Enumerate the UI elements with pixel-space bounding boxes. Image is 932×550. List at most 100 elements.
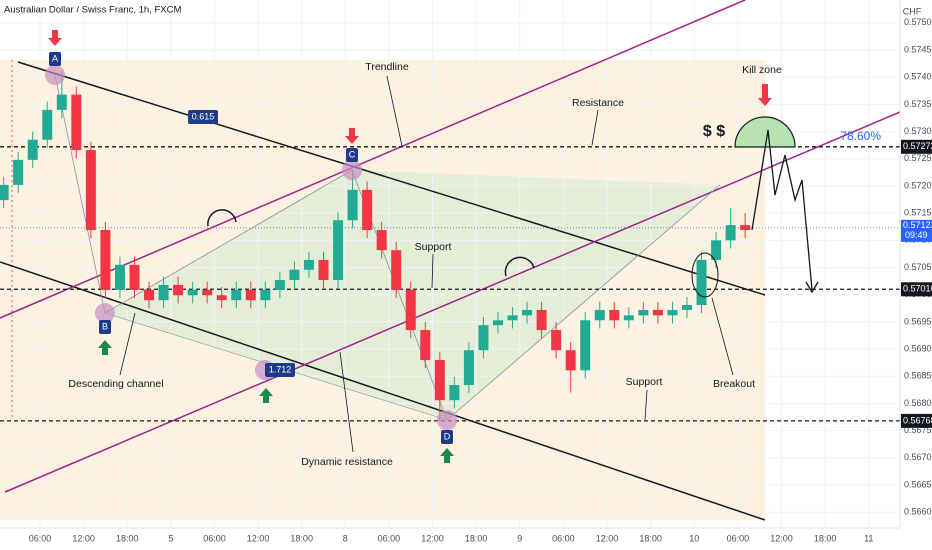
candle [565,342,576,393]
candle [391,241,402,298]
candle [129,256,140,298]
candle [551,321,562,359]
candle-body [85,150,96,231]
candle [623,307,634,329]
candle-body [27,139,38,160]
candle-body [245,289,256,301]
x-tick-label: 11 [864,533,873,543]
channel-top [17,61,766,296]
point-box [346,148,358,162]
point-box [441,430,453,444]
up-arrow [440,448,454,463]
candle [405,281,416,339]
candle [260,281,271,309]
pivot [342,160,362,180]
pointer [386,75,403,147]
candle [362,181,373,239]
pivot [437,410,457,430]
candle-body [318,259,329,281]
x-tick-label: 06:00 [552,533,575,543]
candle [42,101,53,148]
candle-body [260,289,271,301]
candle [580,312,591,379]
candle [594,301,605,329]
candle [681,296,692,319]
candle [638,301,649,324]
candle [114,256,125,298]
ratio-label: 0.615 [192,111,215,121]
x-tick-label: 10 [689,533,699,543]
countdown-label: 09:49 [905,230,928,240]
candle [740,213,751,239]
candle-body [565,350,576,371]
candle-body [347,189,358,221]
candle [522,301,533,324]
down-arrow [758,84,772,106]
annotation: Breakout [713,378,755,390]
down-arrows [48,30,772,144]
candle [449,376,460,409]
candle [507,307,518,329]
candle [100,221,111,298]
candle-body [478,325,489,351]
currency-label: CHF [903,6,922,16]
arc [504,256,535,277]
candle-body [333,220,344,281]
x-tick-label: 5 [168,533,173,543]
point-label: C [349,149,356,159]
pointer [339,351,354,453]
candle-body [696,259,707,306]
candle-body [114,264,125,290]
pointer [119,312,136,376]
x-tick-label: 9 [517,533,522,543]
x-tick-label: 12:00 [770,533,793,543]
candle-body [681,305,692,310]
candle [492,312,503,334]
x-tick-label: 06:00 [378,533,401,543]
candle-body [507,315,518,321]
annotation: Trendline [365,61,409,73]
candle [333,212,344,289]
candle-body [711,240,722,260]
x-tick-label: 18:00 [465,533,488,543]
annotation: Resistance [572,97,624,109]
candle-body [667,309,678,316]
x-tick-label: 06:00 [29,533,52,543]
pointer [644,389,648,421]
fib-label: 78.60% [840,129,881,143]
point-box [99,320,111,334]
candle-body [420,330,431,360]
candle [478,317,489,359]
price-tag [901,413,932,428]
candle-body [100,230,111,290]
candle [420,321,431,369]
candle-body [56,94,67,110]
ratio-box [265,363,295,377]
candle [231,281,242,309]
x-tick-label: 06:00 [203,533,226,543]
x-tick-label: 18:00 [814,533,837,543]
annotation: Support [626,376,663,388]
candle-body [202,289,213,296]
price-tag-label: 0.56768 [903,415,932,425]
annotation: Descending channel [68,378,163,390]
candle [652,301,663,324]
candle [245,281,256,309]
candle-body [652,309,663,316]
candle [187,281,198,304]
pointer [711,297,734,376]
candle [158,276,169,309]
candle [536,301,547,339]
candle-body [405,289,416,331]
candle [696,251,707,314]
